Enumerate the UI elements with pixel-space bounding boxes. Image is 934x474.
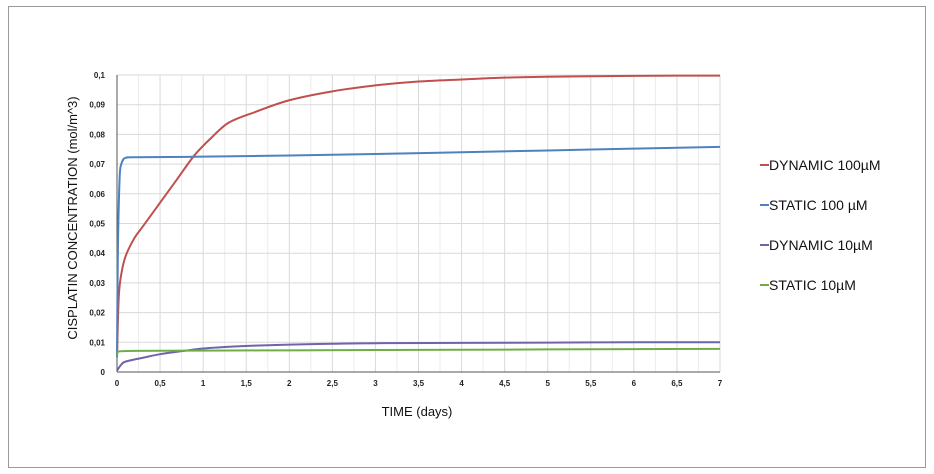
x-tick-label: 6 — [632, 379, 637, 388]
x-tick-label: 0 — [115, 379, 120, 388]
y-tick-label: 0 — [101, 368, 106, 377]
x-tick-label: 1 — [201, 379, 206, 388]
y-tick-label: 0,06 — [89, 190, 105, 199]
y-tick-label: 0,1 — [94, 71, 106, 80]
x-axis-title: TIME (days) — [382, 404, 453, 419]
x-tick-label: 4,5 — [499, 379, 511, 388]
x-tick-label: 2 — [287, 379, 292, 388]
legend-label: STATIC 10µM — [769, 277, 856, 293]
series-line-3 — [116, 341, 720, 372]
chart-frame — [8, 6, 926, 468]
y-axis-title: CISPLATIN CONCENTRATION (mol/m^3) — [65, 96, 80, 339]
x-tick-label: 6,5 — [671, 379, 683, 388]
series-lines — [116, 74, 721, 372]
y-tick-label: 0,09 — [89, 101, 105, 110]
legend: DYNAMIC 100µM STATIC 100 µM DYNAMIC 10µM ST… — [760, 157, 881, 293]
x-tick-label: 4 — [459, 379, 464, 388]
y-tick-label: 0,05 — [89, 220, 105, 229]
y-tick-label: 0,07 — [89, 160, 105, 169]
series-line-4 — [116, 347, 721, 356]
y-tick-label: 0,08 — [89, 130, 105, 139]
x-tick-label: 1,5 — [241, 379, 253, 388]
legend-label: STATIC 100 µM — [769, 197, 868, 213]
x-tick-label: 0,5 — [155, 379, 167, 388]
x-tick-label: 5 — [545, 379, 550, 388]
x-tick-label: 3 — [373, 379, 378, 388]
x-tick-label: 3,5 — [413, 379, 425, 388]
x-tick-labels: 0 0,5 1 1,5 2 2,5 3 3,5 4 4,5 5 5,5 6 6,5 7 — [115, 379, 723, 388]
y-tick-label: 0,02 — [89, 309, 105, 318]
y-tick-label: 0,04 — [89, 249, 105, 258]
series-line-1 — [116, 74, 720, 358]
y-tick-labels: 0 0,01 0,02 0,03 0,04 0,05 0,06 0,07 0,08 0,09 0,1 — [89, 71, 105, 377]
legend-label: DYNAMIC 100µM — [769, 157, 881, 173]
series-line-2 — [116, 145, 721, 358]
x-tick-label: 2,5 — [327, 379, 339, 388]
x-tick-label: 7 — [718, 379, 723, 388]
legend-label: DYNAMIC 10µM — [769, 237, 873, 253]
y-tick-label: 0,03 — [89, 279, 105, 288]
grid — [116, 74, 721, 373]
y-tick-label: 0,01 — [89, 338, 105, 347]
x-tick-label: 5,5 — [585, 379, 597, 388]
